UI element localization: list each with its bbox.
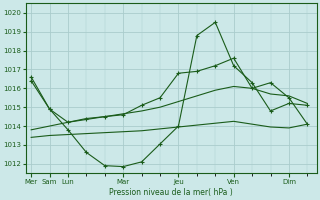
X-axis label: Pression niveau de la mer( hPa ): Pression niveau de la mer( hPa ) <box>109 188 233 197</box>
